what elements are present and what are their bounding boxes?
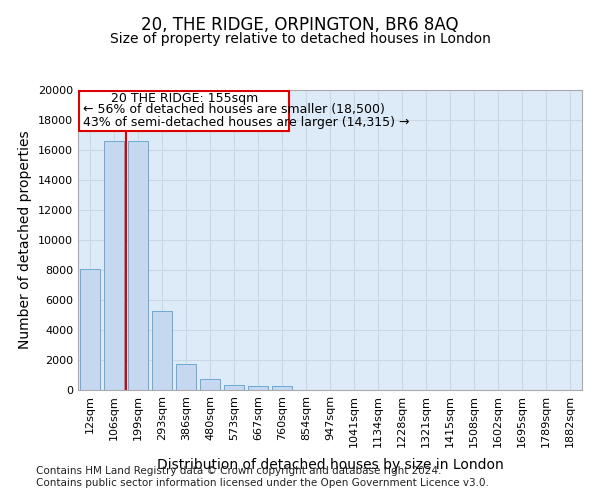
Text: 20 THE RIDGE: 155sqm: 20 THE RIDGE: 155sqm (110, 92, 258, 105)
FancyBboxPatch shape (79, 91, 289, 130)
Bar (248, 386, 268, 390)
Bar (176, 364, 196, 390)
Y-axis label: Number of detached properties: Number of detached properties (19, 130, 32, 350)
X-axis label: Distribution of detached houses by size in London: Distribution of detached houses by size … (157, 458, 503, 472)
Bar (224, 385, 244, 390)
Text: Contains public sector information licensed under the Open Government Licence v3: Contains public sector information licen… (36, 478, 489, 488)
Text: Size of property relative to detached houses in London: Size of property relative to detached ho… (110, 32, 490, 46)
Text: 20, THE RIDGE, ORPINGTON, BR6 8AQ: 20, THE RIDGE, ORPINGTON, BR6 8AQ (141, 16, 459, 34)
Bar (128, 141, 148, 390)
Bar (152, 310, 172, 390)
Bar (104, 141, 124, 390)
Bar (80, 268, 100, 390)
Bar (272, 386, 292, 390)
Text: ← 56% of detached houses are smaller (18,500): ← 56% of detached houses are smaller (18… (83, 103, 385, 116)
Bar (200, 379, 220, 390)
Text: Contains HM Land Registry data © Crown copyright and database right 2024.: Contains HM Land Registry data © Crown c… (36, 466, 442, 476)
Text: 43% of semi-detached houses are larger (14,315) →: 43% of semi-detached houses are larger (… (83, 116, 409, 128)
